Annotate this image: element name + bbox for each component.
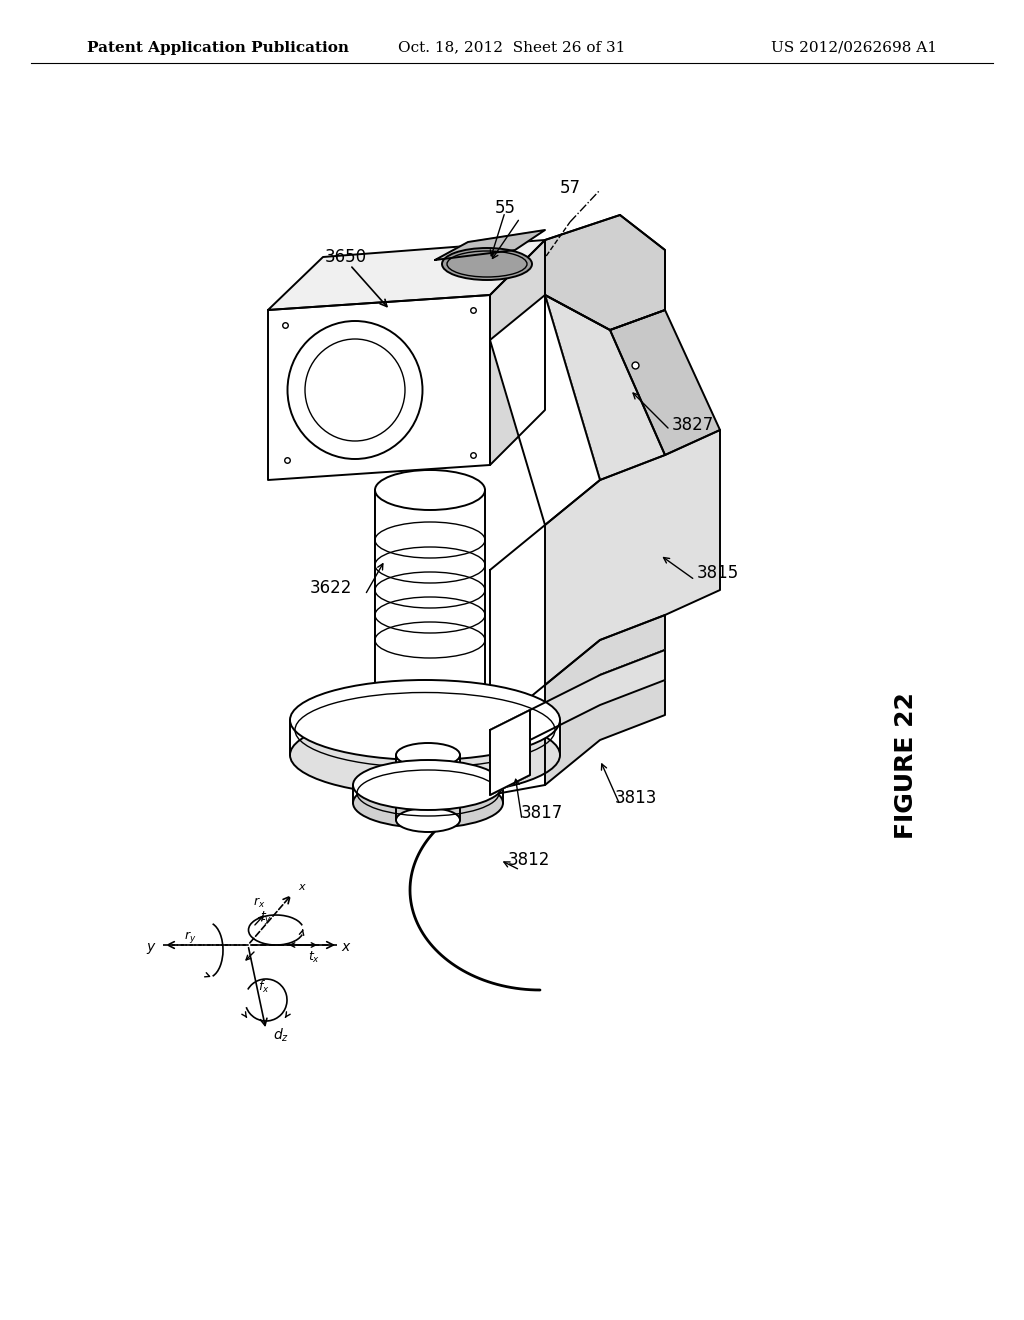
Polygon shape <box>530 649 665 741</box>
Ellipse shape <box>375 470 485 510</box>
Polygon shape <box>490 525 545 730</box>
Text: $t_y$: $t_y$ <box>260 908 272 925</box>
Ellipse shape <box>375 700 485 741</box>
Text: x: x <box>298 882 304 892</box>
Polygon shape <box>545 215 665 330</box>
Text: 57: 57 <box>560 180 581 197</box>
Polygon shape <box>545 430 720 685</box>
Text: Oct. 18, 2012  Sheet 26 of 31: Oct. 18, 2012 Sheet 26 of 31 <box>398 41 626 54</box>
Text: US 2012/0262698 A1: US 2012/0262698 A1 <box>771 41 937 54</box>
Polygon shape <box>545 215 665 330</box>
Polygon shape <box>545 649 665 785</box>
Polygon shape <box>435 230 545 260</box>
Text: 3813: 3813 <box>615 789 657 807</box>
Polygon shape <box>290 719 560 755</box>
Text: $r_x$: $r_x$ <box>253 896 265 909</box>
Polygon shape <box>375 490 485 719</box>
Text: FIGURE 22: FIGURE 22 <box>894 692 919 840</box>
Polygon shape <box>353 785 503 803</box>
Polygon shape <box>490 240 545 465</box>
Polygon shape <box>610 310 720 455</box>
Polygon shape <box>268 240 545 310</box>
Ellipse shape <box>353 777 503 828</box>
Polygon shape <box>396 755 460 820</box>
Text: x: x <box>341 940 349 954</box>
Text: 3650: 3650 <box>325 248 368 267</box>
Ellipse shape <box>396 808 460 832</box>
Text: 3812: 3812 <box>508 851 550 869</box>
Text: $t_x$: $t_x$ <box>308 949 321 965</box>
Polygon shape <box>490 294 600 525</box>
Text: $f_x$: $f_x$ <box>258 979 269 995</box>
Polygon shape <box>490 710 530 795</box>
Ellipse shape <box>290 680 560 760</box>
Polygon shape <box>490 719 545 795</box>
Ellipse shape <box>353 760 503 810</box>
Text: 3622: 3622 <box>310 579 352 597</box>
Text: 3827: 3827 <box>672 416 715 434</box>
Polygon shape <box>545 294 665 480</box>
Ellipse shape <box>396 743 460 767</box>
Ellipse shape <box>288 321 423 459</box>
Polygon shape <box>545 615 665 719</box>
Text: 55: 55 <box>495 199 516 216</box>
Text: 3815: 3815 <box>697 564 739 582</box>
Polygon shape <box>268 294 490 480</box>
Text: y: y <box>146 940 155 954</box>
Text: Patent Application Publication: Patent Application Publication <box>87 41 349 54</box>
Ellipse shape <box>290 715 560 795</box>
Text: $d_z$: $d_z$ <box>273 1027 289 1044</box>
Ellipse shape <box>442 248 532 280</box>
Text: $r_y$: $r_y$ <box>184 929 197 945</box>
Text: 3817: 3817 <box>521 804 563 822</box>
Polygon shape <box>490 710 530 795</box>
